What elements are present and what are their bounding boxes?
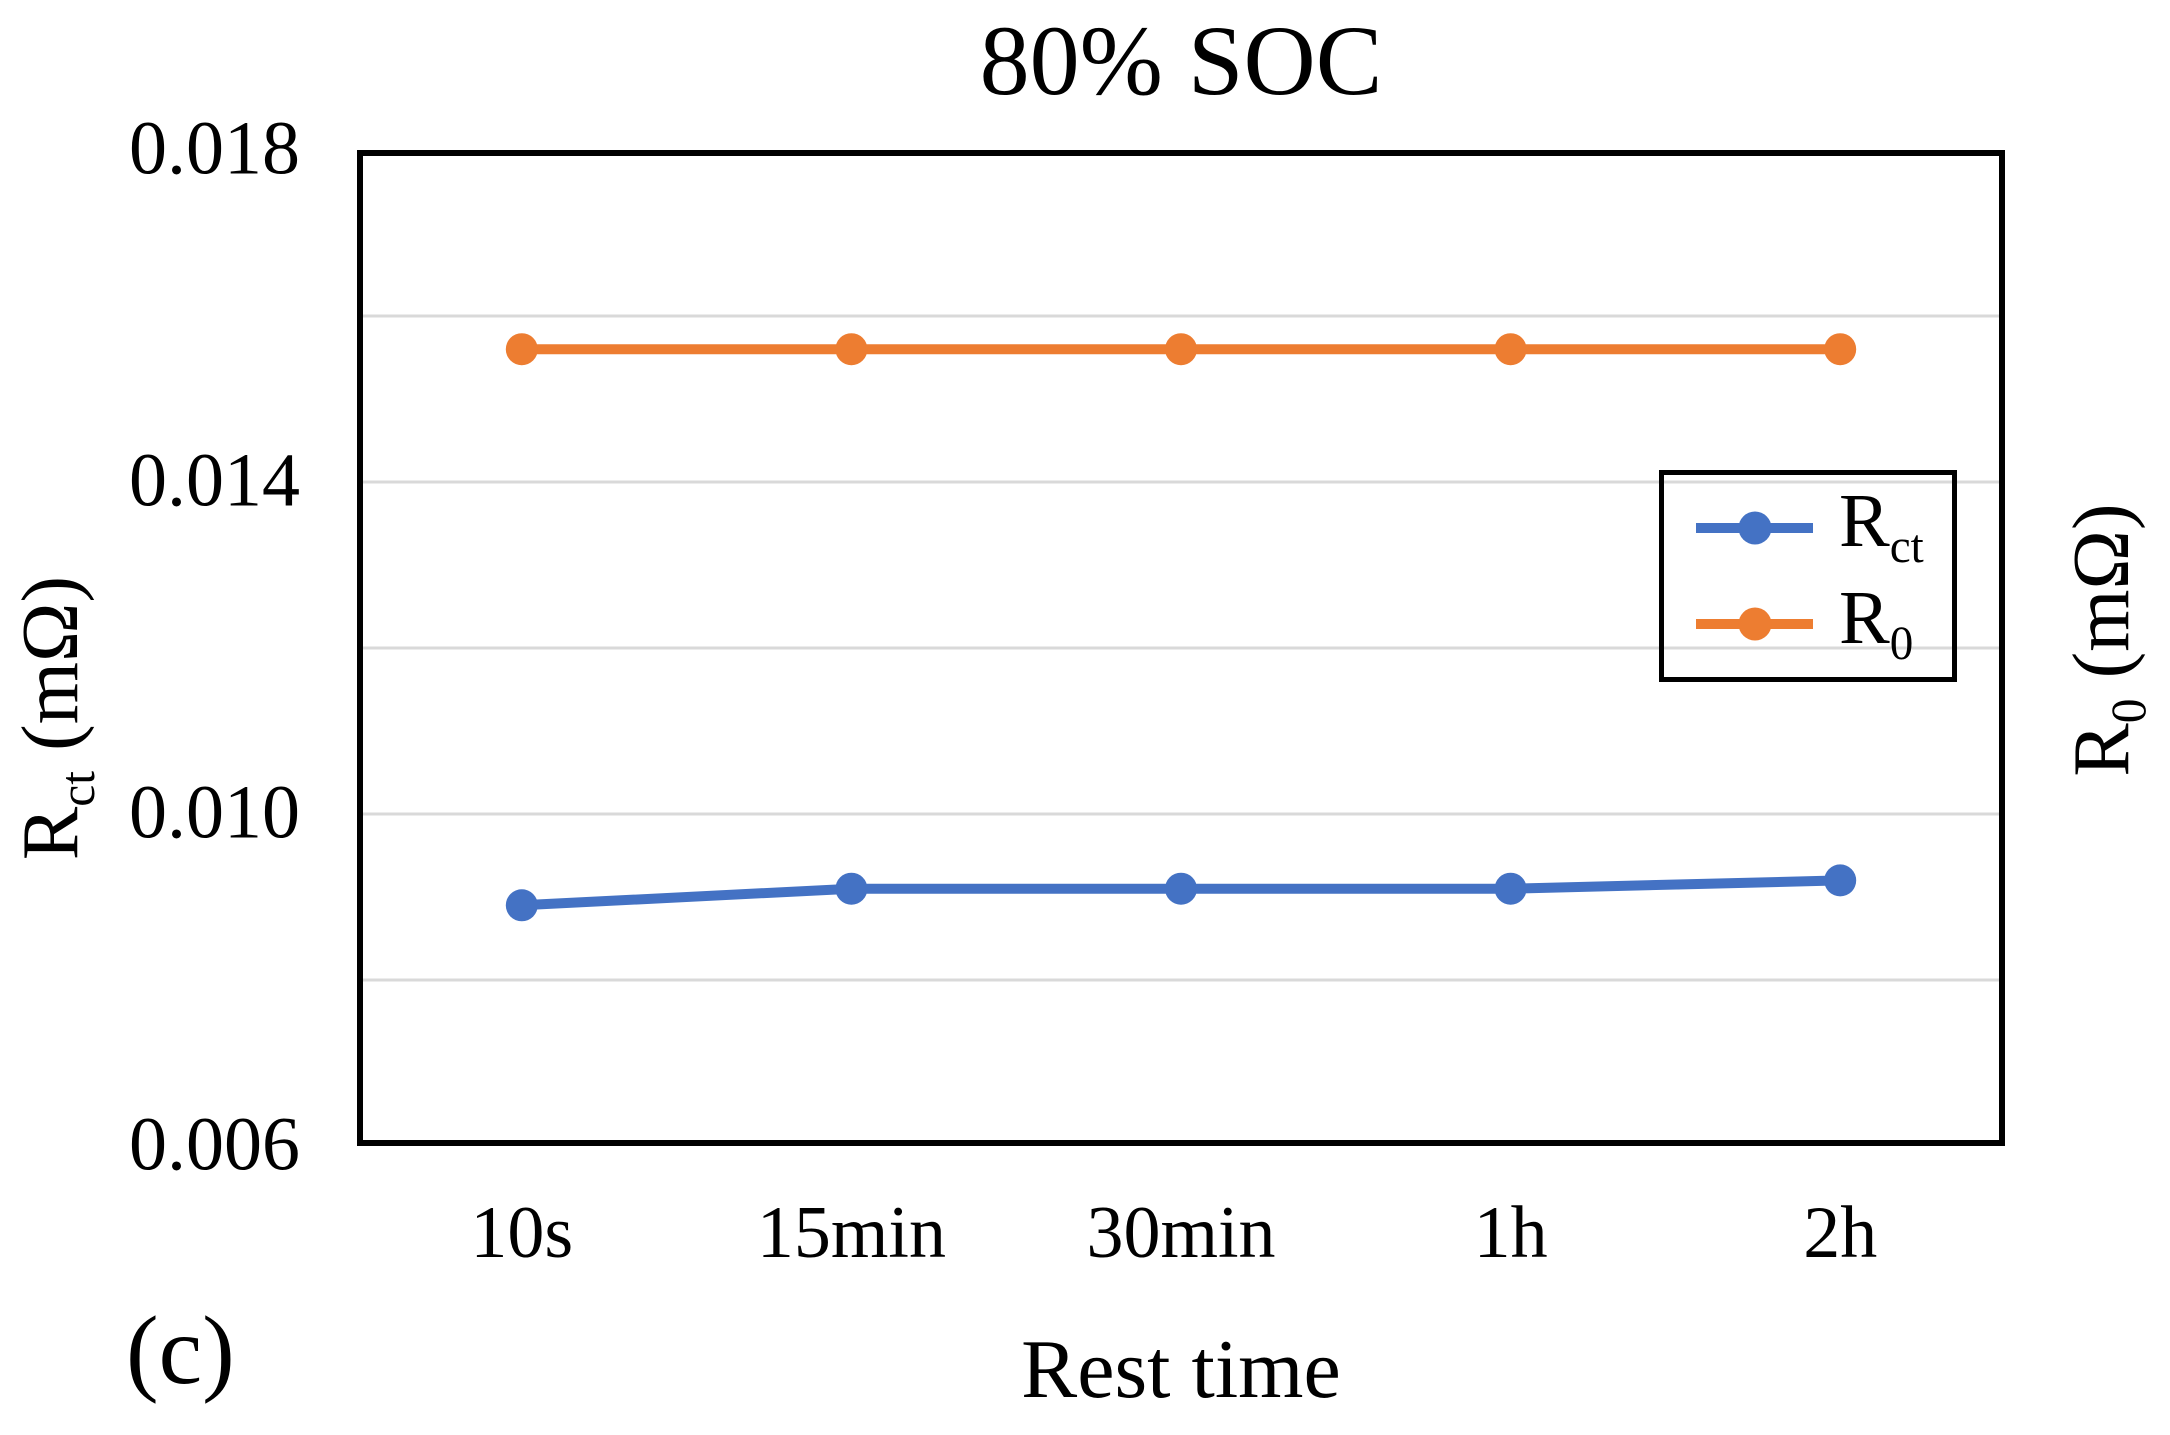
x-axis-tick-label: 2h bbox=[1803, 1192, 1878, 1274]
legend-item-rct: Rct bbox=[1664, 483, 1952, 571]
R0-data-point bbox=[1165, 333, 1197, 366]
plot-border bbox=[357, 150, 2005, 1146]
Rct-data-point bbox=[505, 889, 538, 922]
right-y-axis-label-sub: 0 bbox=[2101, 698, 2157, 724]
x-axis-tick-label: 15min bbox=[756, 1192, 946, 1274]
legend-label-r0-main: R bbox=[1839, 576, 1890, 661]
right-y-axis-label-suffix: (mΩ) bbox=[2058, 503, 2147, 699]
Rct-data-point bbox=[1494, 872, 1527, 905]
Rct-data-point bbox=[835, 872, 868, 905]
R0-data-point bbox=[1824, 333, 1857, 366]
legend-label-rct: Rct bbox=[1839, 483, 1924, 571]
legend: Rct R0 bbox=[1659, 470, 1957, 682]
R0-data-point bbox=[505, 333, 538, 366]
Rct-data-point bbox=[1165, 872, 1197, 905]
plot-area bbox=[357, 150, 2005, 1146]
y-axis-tick-label: 0.018 bbox=[129, 106, 300, 191]
Rct-data-point bbox=[1824, 864, 1857, 897]
panel-label: (c) bbox=[126, 1297, 235, 1405]
rct-series-marker-icon bbox=[1696, 511, 1813, 545]
right-y-axis-label: R0 (mΩ) bbox=[2058, 503, 2157, 776]
r0-series-marker-icon bbox=[1696, 607, 1813, 641]
y-axis-tick-label: 0.010 bbox=[129, 770, 300, 855]
legend-item-r0: R0 bbox=[1664, 580, 1952, 668]
x-axis-tick-label: 1h bbox=[1473, 1192, 1548, 1274]
legend-label-r0: R0 bbox=[1839, 580, 1913, 668]
right-y-axis-label-main: R bbox=[2058, 723, 2147, 777]
legend-label-rct-main: R bbox=[1839, 479, 1890, 564]
y-axis-tick-label: 0.014 bbox=[129, 438, 300, 523]
legend-label-r0-sub: 0 bbox=[1889, 618, 1914, 671]
legend-label-rct-sub: ct bbox=[1889, 521, 1924, 574]
x-axis-tick-label: 30min bbox=[1086, 1192, 1276, 1274]
x-axis-tick-label: 10s bbox=[470, 1192, 574, 1274]
chart-title: 80% SOC bbox=[979, 5, 1383, 116]
y-axis-tick-label: 0.006 bbox=[129, 1102, 300, 1187]
R0-data-point bbox=[835, 333, 868, 366]
left-y-axis-label-suffix: (mΩ) bbox=[7, 575, 96, 771]
x-axis-title: Rest time bbox=[1021, 1323, 1341, 1416]
R0-data-point bbox=[1494, 333, 1527, 366]
